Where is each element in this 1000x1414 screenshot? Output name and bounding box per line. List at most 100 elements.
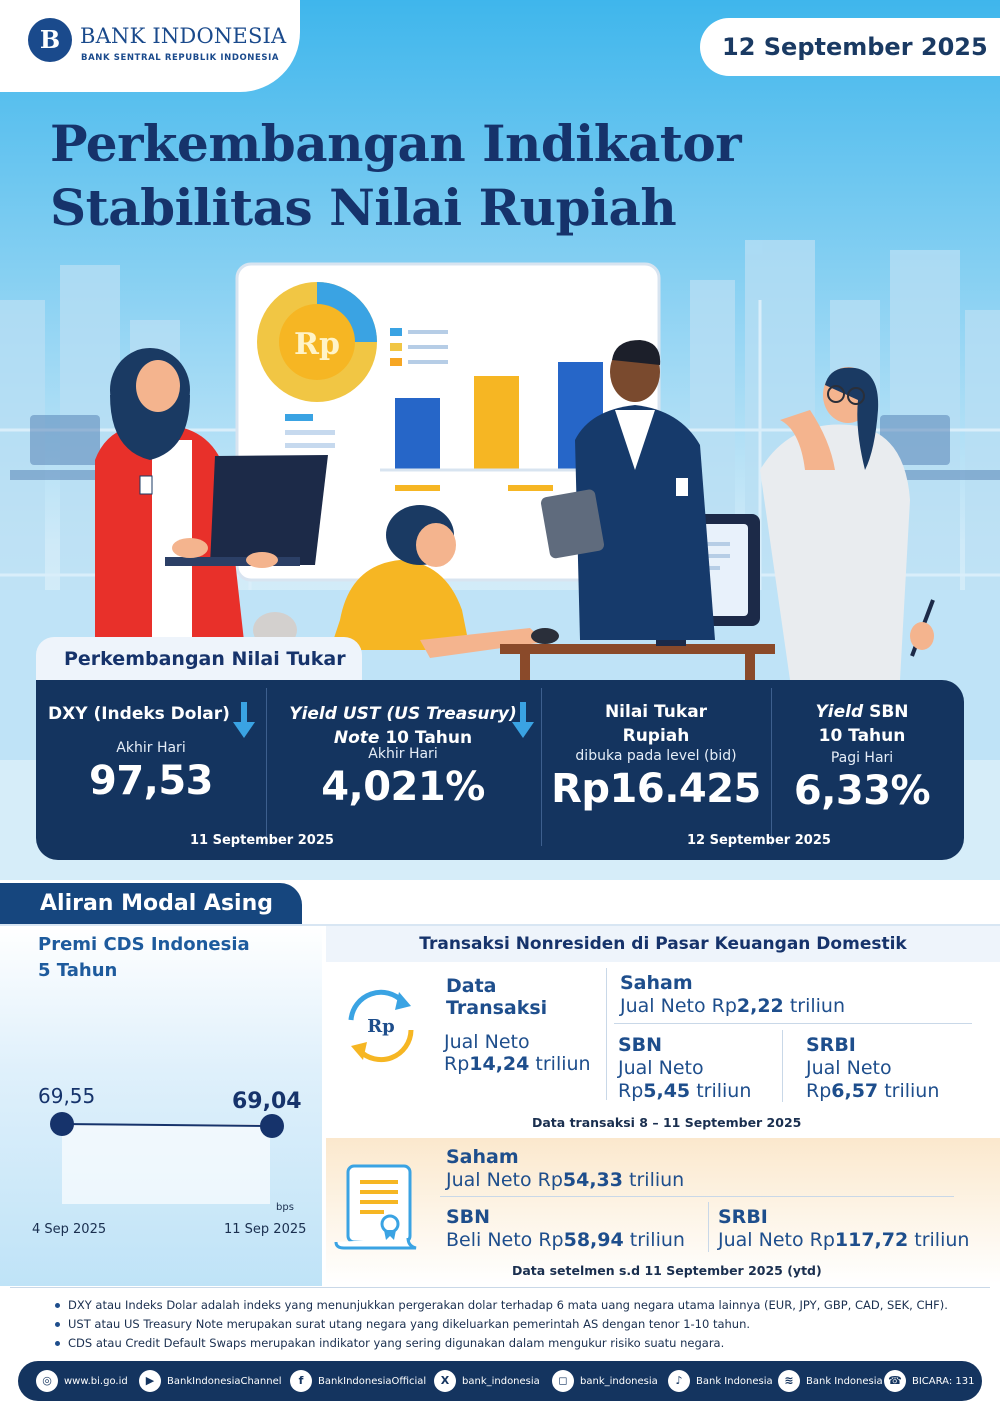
title-line-1: Perkembangan Indikator <box>50 114 742 173</box>
dxy-sub: Akhir Hari <box>116 740 186 756</box>
social-facebook[interactable]: f BankIndonesiaOfficial <box>290 1361 426 1401</box>
cds-date-start: 4 Sep 2025 <box>32 1222 107 1237</box>
rupiah-sub: dibuka pada level (bid) <box>575 748 737 764</box>
setelmen-srbi-suffix: triliun <box>908 1229 970 1251</box>
nilai-tukar-tab: Perkembangan Nilai Tukar <box>36 637 362 681</box>
social-label: bank_indonesia <box>580 1375 658 1387</box>
note-cds: CDS atau Credit Default Swaps merupakan … <box>68 1336 725 1350</box>
srbi-number: 6,57 <box>831 1080 879 1102</box>
setelmen-srbi-value: Jual Neto Rp117,72 triliun <box>718 1229 969 1251</box>
sbn-suffix: triliun <box>690 1080 752 1102</box>
social-spotify[interactable]: ≋ Bank Indonesia <box>778 1361 883 1401</box>
social-youtube[interactable]: ▶ BankIndonesiaChannel <box>139 1361 282 1401</box>
divider <box>782 1030 783 1102</box>
sbn-heading-tenor: 10 Tahun <box>818 726 906 746</box>
srbi-label: SRBI <box>806 1034 856 1056</box>
sbn-sub: Pagi Hari <box>830 750 894 766</box>
total-jual-neto: Jual Neto <box>444 1031 530 1053</box>
srbi-prefix: Rp <box>806 1080 832 1102</box>
divider <box>266 688 267 846</box>
social-label: Bank Indonesia <box>806 1375 883 1387</box>
social-instagram[interactable]: ◻ bank_indonesia <box>552 1361 658 1401</box>
setelmen-saham-number: 54,33 <box>562 1169 623 1191</box>
cds-point-end <box>260 1114 284 1138</box>
tiktok-icon: ♪ <box>668 1370 690 1392</box>
divider <box>10 1287 990 1288</box>
transaksi-header: Transaksi Nonresiden di Pasar Keuangan D… <box>326 926 1000 962</box>
bank-logo-icon: B <box>28 18 72 62</box>
setelmen-saham-text: Jual Neto Rp <box>446 1169 563 1191</box>
youtube-icon: ▶ <box>139 1370 161 1392</box>
svg-text:Rp: Rp <box>367 1016 395 1037</box>
setelmen-note: Data setelmen s.d 11 September 2025 (ytd… <box>512 1263 822 1278</box>
logo-name: BANK INDONESIA <box>80 24 287 48</box>
social-bicara[interactable]: ☎ BICARA: 131 <box>884 1361 974 1401</box>
saham-value: Jual Neto Rp2,22 triliun <box>620 995 845 1017</box>
rupiah-heading: Nilai Tukar Rupiah <box>542 700 770 748</box>
cds-title: Premi CDS Indonesia 5 Tahun <box>38 932 250 984</box>
srbi-suffix: triliun <box>878 1080 940 1102</box>
social-label: BankIndonesiaOfficial <box>318 1375 427 1387</box>
cds-point-start <box>50 1112 74 1136</box>
setelmen-sbn-value: Beli Neto Rp58,94 triliun <box>446 1229 685 1251</box>
ust-heading: Yield UST (US Treasury) Note 10 Tahun <box>267 702 539 750</box>
dxy-value: 97,53 <box>88 758 214 804</box>
social-label: www.bi.go.id <box>64 1375 128 1387</box>
divider <box>606 968 607 1100</box>
social-label: bank_indonesia <box>462 1375 540 1387</box>
document-certificate-icon <box>334 1164 417 1250</box>
social-footer: ◎ www.bi.go.id ▶ BankIndonesiaChannel f Ban… <box>18 1361 982 1401</box>
bicara-icon: ☎ <box>884 1370 906 1392</box>
bullet-icon <box>55 1303 60 1308</box>
rupiah-exchange-icon: Rp <box>348 989 414 1063</box>
social-label: Bank Indonesia <box>696 1375 773 1387</box>
social-tiktok[interactable]: ♪ Bank Indonesia <box>668 1361 773 1401</box>
saham-text: Jual Neto Rp <box>620 995 737 1017</box>
dxy-arrow-down-icon <box>233 702 255 738</box>
total-prefix: Rp <box>444 1053 470 1075</box>
social-label: BICARA: 131 <box>912 1375 975 1387</box>
logo-container: B BANK INDONESIA BANK SENTRAL REPUBLIK I… <box>0 0 300 92</box>
sbn-heading-yield: Yield <box>815 702 864 722</box>
srbi-value: Rp6,57 triliun <box>806 1080 939 1102</box>
spotify-icon: ≋ <box>778 1370 800 1392</box>
ust-sub: Akhir Hari <box>368 746 438 762</box>
ust-heading-note: Note <box>333 728 380 748</box>
setelmen-srbi-label: SRBI <box>718 1206 768 1228</box>
date-right: 12 September 2025 <box>687 833 831 848</box>
cds-value-start: 69,55 <box>38 1084 96 1108</box>
setelmen-sbn-number: 58,94 <box>563 1229 624 1251</box>
bullet-icon <box>55 1322 60 1327</box>
hero-section: Rp <box>0 0 1000 880</box>
cds-panel <box>0 926 322 1286</box>
sbn-prefix: Rp <box>618 1080 644 1102</box>
total-value: Rp14,24 triliun <box>444 1053 591 1075</box>
aliran-modal-tab: Aliran Modal Asing <box>0 883 302 925</box>
divider <box>708 1202 709 1252</box>
page-title: Perkembangan Indikator Stabilitas Nilai … <box>50 112 742 240</box>
saham-label: Saham <box>620 972 693 994</box>
x-icon: X <box>434 1370 456 1392</box>
sbn-value: Rp5,45 triliun <box>618 1080 751 1102</box>
ust-value: 4,021% <box>321 764 485 810</box>
globe-icon: ◎ <box>36 1370 58 1392</box>
ust-heading-tenor: 10 Tahun <box>379 728 473 748</box>
rupiah-heading-line2: Rupiah <box>622 726 690 746</box>
setelmen-sbn-suffix: triliun <box>623 1229 685 1251</box>
sbn-heading-sbn: SBN <box>863 702 909 722</box>
setelmen-sbn-text: Beli Neto Rp <box>446 1229 564 1251</box>
notes-section: DXY atau Indeks Dolar adalah indeks yang… <box>0 1288 1000 1352</box>
cds-date-end: 11 Sep 2025 <box>224 1222 307 1237</box>
note-dxy: DXY atau Indeks Dolar adalah indeks yang… <box>68 1298 948 1312</box>
srbi-jual-neto: Jual Neto <box>806 1057 892 1079</box>
instagram-icon: ◻ <box>552 1370 574 1392</box>
setelmen-saham-suffix: triliun <box>623 1169 685 1191</box>
saham-suffix: triliun <box>783 995 846 1017</box>
social-website[interactable]: ◎ www.bi.go.id <box>36 1361 128 1401</box>
transaksi-note: Data transaksi 8 – 11 September 2025 <box>532 1115 802 1130</box>
svg-text:Rp: Rp <box>294 327 340 362</box>
setelmen-saham-value: Jual Neto Rp54,33 triliun <box>446 1169 684 1191</box>
ust-heading-line1: Yield UST (US Treasury) <box>289 704 517 724</box>
